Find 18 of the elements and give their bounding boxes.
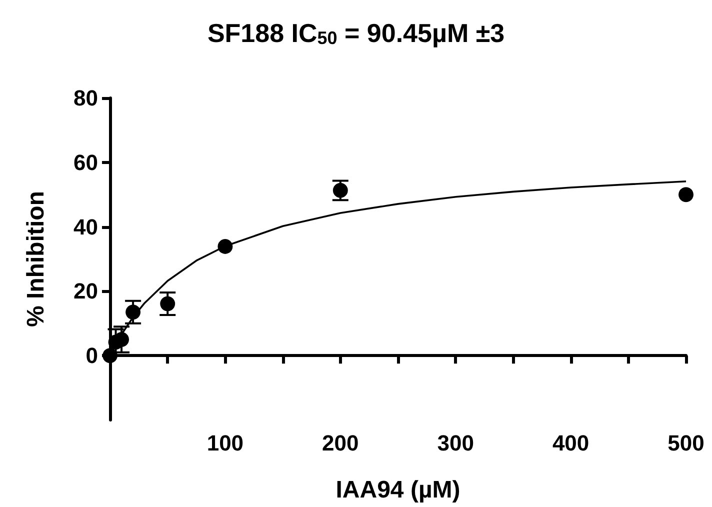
point bbox=[160, 296, 176, 312]
chart-title: SF188 IC50 = 90.45µM ±3 bbox=[207, 18, 505, 48]
x-tick-label: 200 bbox=[322, 430, 359, 456]
point bbox=[126, 304, 141, 320]
x-tick-label: 500 bbox=[668, 430, 704, 456]
y-tick-label: 20 bbox=[74, 278, 98, 304]
point bbox=[678, 187, 694, 202]
point bbox=[218, 238, 233, 254]
x-tick-label: 300 bbox=[437, 430, 474, 456]
y-tick-label: 60 bbox=[74, 150, 98, 175]
point bbox=[332, 182, 348, 198]
x-tick-label: 100 bbox=[206, 430, 244, 456]
x-axis-title: IAA94 (µM) bbox=[336, 476, 460, 504]
y-tick-label: 40 bbox=[74, 214, 98, 240]
x-tick-label: 400 bbox=[552, 430, 590, 456]
y-tick-label: 80 bbox=[74, 86, 98, 110]
y-tick-label: 0 bbox=[86, 343, 98, 368]
y-axis-title: % Inhibition bbox=[22, 191, 50, 327]
